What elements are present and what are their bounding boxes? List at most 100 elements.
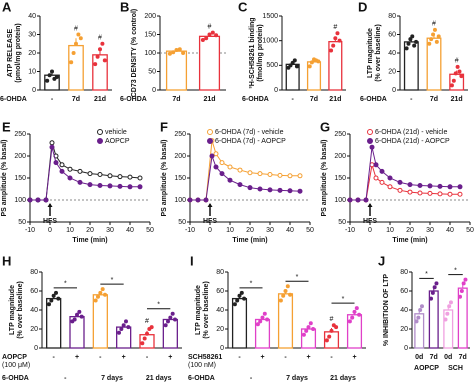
y-axis-label: LTP magnitude [367, 28, 374, 78]
data-point [173, 317, 177, 322]
y-axis-label: ATP RELEASE [7, 28, 14, 77]
data-point [304, 328, 309, 333]
y-tick-label: 80 [400, 269, 408, 276]
y-tick-label: 0 [274, 87, 278, 94]
series-point [297, 188, 303, 194]
data-point [307, 64, 312, 69]
series-point [97, 171, 103, 177]
series-point [347, 197, 353, 203]
y-axis-label: % INHIBITION OF LTP [383, 274, 390, 347]
x-tick-label: 0d [415, 354, 423, 361]
data-point [419, 304, 424, 309]
x-tick-label: + [122, 354, 126, 361]
x-tick-label: 0 [48, 227, 52, 234]
x-tick-label: 21d [329, 96, 341, 103]
x-tick-label: + [260, 354, 264, 361]
data-point [309, 60, 314, 65]
series-point [447, 184, 453, 190]
x-tick-label: 0 [208, 227, 212, 234]
significance-marker: # [333, 24, 337, 31]
data-point [459, 289, 464, 293]
series-point [213, 151, 219, 157]
treatment-note: (100 μM) [2, 362, 30, 369]
y-tick-label: 1000 [262, 38, 278, 45]
data-point [145, 331, 149, 336]
pair-label: * [296, 274, 299, 281]
data-point [51, 293, 56, 298]
data-point [354, 306, 359, 311]
data-point [119, 327, 124, 331]
data-point [100, 41, 105, 46]
series-point [53, 160, 59, 166]
series-point [247, 185, 253, 191]
data-point [181, 51, 186, 55]
series-point [127, 174, 133, 180]
bar [116, 326, 132, 349]
bar [198, 35, 221, 91]
data-point [324, 338, 329, 343]
data-point [443, 317, 448, 322]
bar [300, 328, 317, 349]
y-tick-label: 50 [338, 219, 346, 226]
group-label: AOPCP [414, 365, 439, 372]
series-point [97, 182, 103, 188]
series-point [417, 182, 423, 188]
significance-marker: # [432, 21, 436, 28]
y-tick-label: 20 [388, 68, 396, 75]
y-tick-label: 10 [28, 68, 36, 75]
y-axis-label: (% over baseline) [17, 281, 24, 339]
y-tick-label: 100 [14, 197, 26, 204]
data-point [103, 292, 107, 297]
y-tick-label: 150 [334, 175, 346, 182]
x-tick-label: 30 [266, 227, 274, 234]
series-point [67, 166, 73, 172]
legend-label: AOPCP [105, 138, 130, 145]
x-tick-label: - [52, 354, 55, 361]
y-axis-label: PS amplitude (% basal) [161, 139, 168, 216]
data-point [45, 78, 50, 83]
y-tick-label: 80 [388, 13, 396, 20]
y-tick-label: 20 [28, 50, 36, 57]
data-point [447, 304, 452, 309]
data-point [347, 319, 352, 324]
y-tick-label: 50 [18, 219, 26, 226]
y-tick-label: 100 [334, 197, 346, 204]
y-tick-label: 200 [334, 153, 346, 160]
series-point [77, 179, 83, 185]
data-point [174, 48, 179, 53]
y-tick-label: 40 [388, 50, 396, 57]
series-point [219, 160, 225, 166]
series-point [117, 183, 123, 189]
data-point [121, 323, 126, 328]
data-point [463, 277, 468, 282]
y-axis-label: (% over baseline) [203, 281, 210, 339]
data-point [281, 293, 286, 298]
data-point [329, 328, 334, 333]
x-tick-label: - [99, 354, 102, 361]
data-point [235, 298, 240, 303]
x-axis-label: Time (min) [72, 237, 107, 244]
data-point [50, 69, 54, 74]
data-point [445, 311, 450, 316]
series-point [355, 197, 361, 203]
y-tick-label: 60 [400, 288, 408, 295]
data-point [71, 51, 76, 55]
series-point [297, 173, 303, 179]
x-tick-label: + [168, 354, 172, 361]
data-point [100, 287, 105, 292]
series-point [397, 187, 403, 193]
x-tick-label: 40 [446, 227, 454, 234]
x-tick-label: - [284, 354, 287, 361]
x-tick-label: -10 [345, 227, 355, 234]
series-point [397, 179, 403, 185]
y-tick-label: 50 [178, 219, 186, 226]
data-point [214, 33, 219, 38]
row-label: 6-OHDA [2, 375, 29, 382]
data-point [316, 59, 321, 64]
data-point [79, 314, 84, 319]
series-line [190, 155, 301, 201]
data-point [265, 317, 270, 322]
data-point [149, 325, 154, 330]
data-point [117, 330, 121, 335]
